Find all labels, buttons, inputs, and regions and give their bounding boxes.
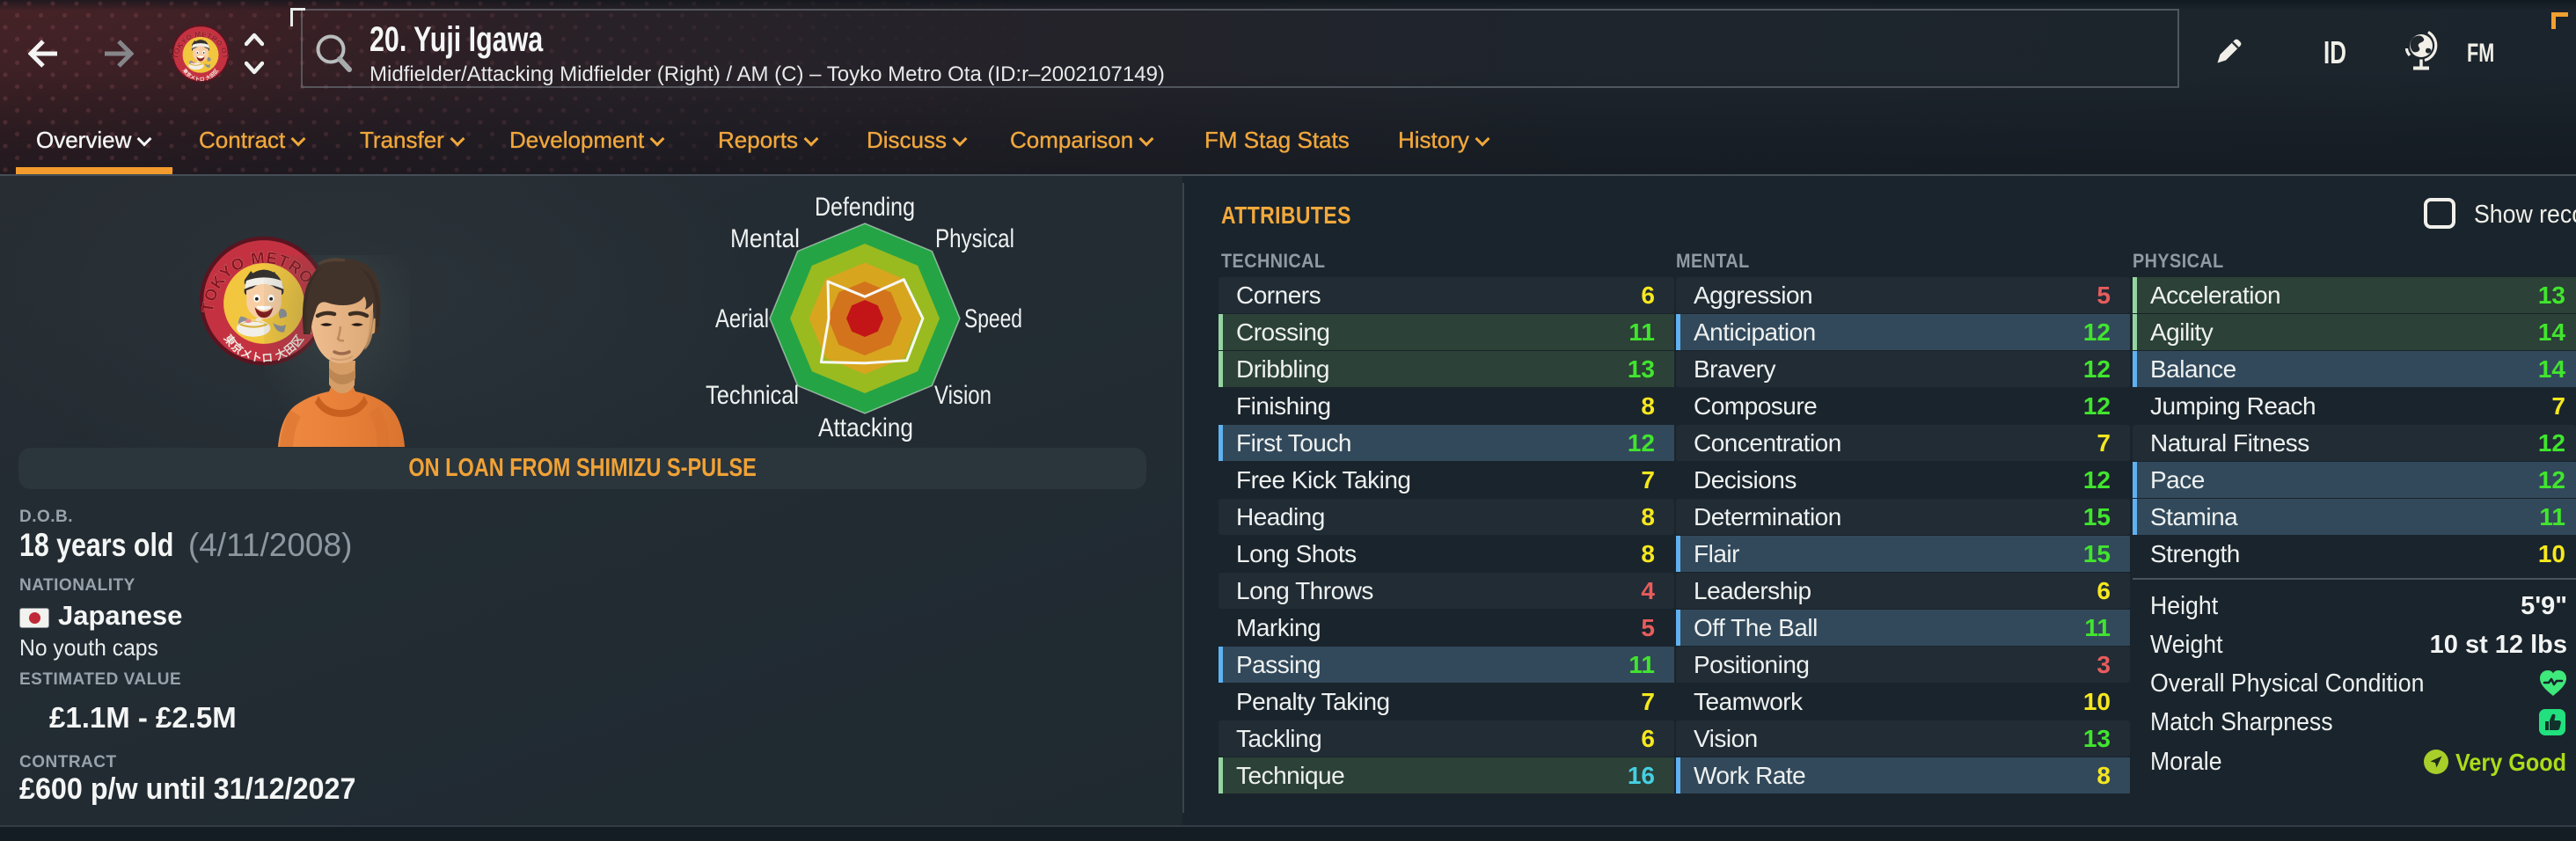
svg-text:Technical: Technical xyxy=(706,381,799,410)
svg-text:Attacking: Attacking xyxy=(818,413,913,442)
svg-text:Vision: Vision xyxy=(934,381,992,410)
svg-text:Physical: Physical xyxy=(935,224,1014,253)
svg-text:Aerial: Aerial xyxy=(715,304,769,333)
svg-text:Mental: Mental xyxy=(730,224,800,253)
svg-text:Speed: Speed xyxy=(964,304,1022,333)
svg-text:Defending: Defending xyxy=(815,193,915,222)
